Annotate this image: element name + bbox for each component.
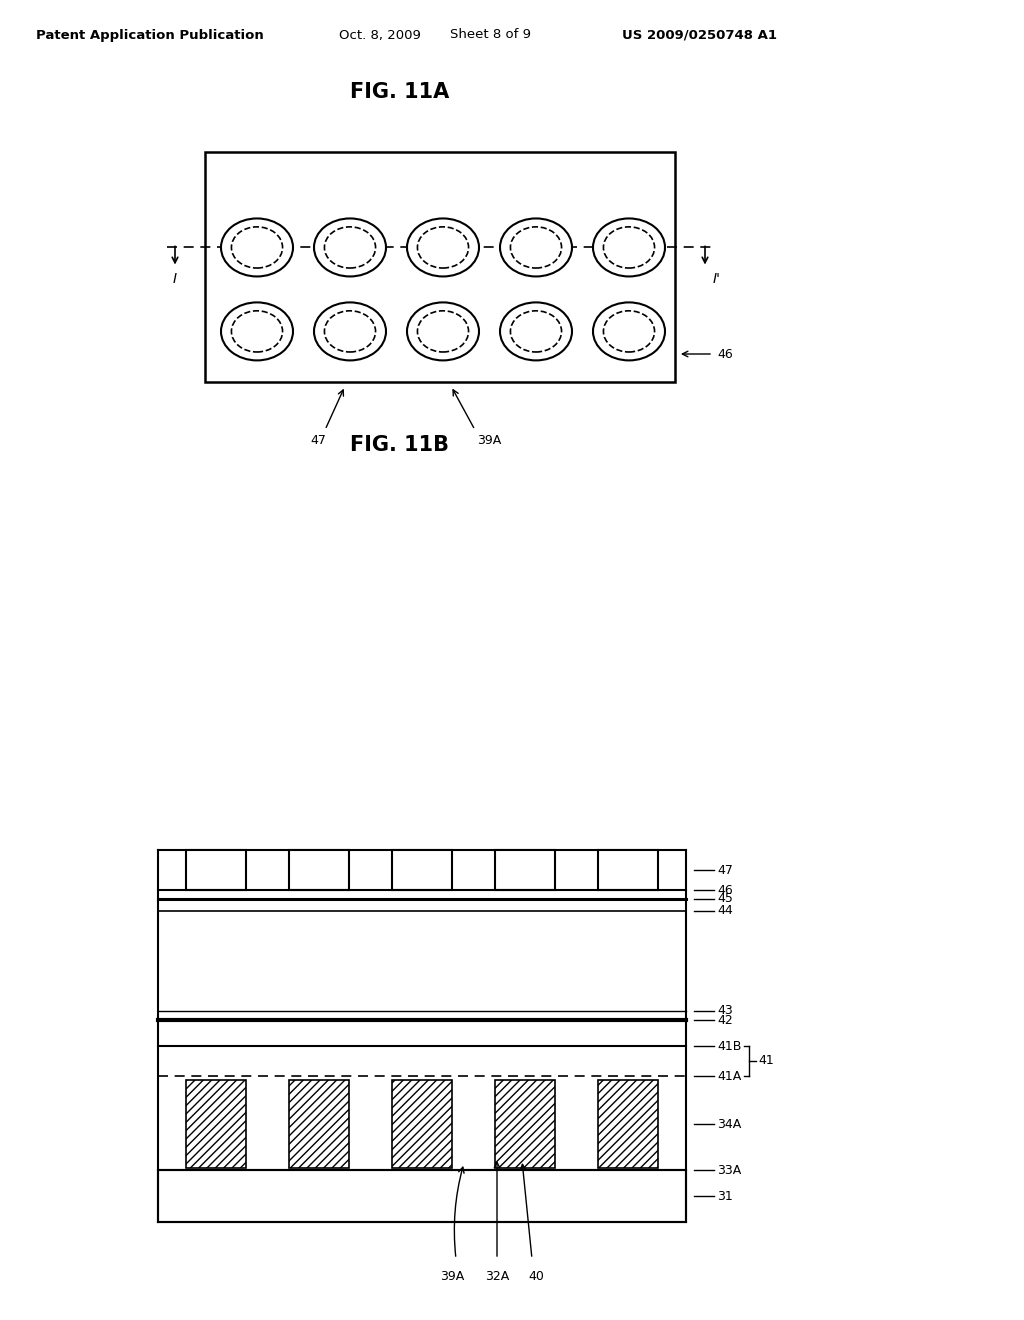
Text: 39A: 39A [477,433,501,446]
Text: 46: 46 [717,883,733,896]
Ellipse shape [603,227,654,268]
Text: 43: 43 [717,1005,733,1018]
Ellipse shape [314,218,386,276]
Text: Patent Application Publication: Patent Application Publication [36,29,264,41]
Bar [158,1170,686,1222]
Text: FIG. 11A: FIG. 11A [350,82,450,102]
Text: 41A: 41A [717,1069,741,1082]
Text: Sheet 8 of 9: Sheet 8 of 9 [450,29,530,41]
Bar [289,850,349,890]
Ellipse shape [325,227,376,268]
Text: 47: 47 [310,433,326,446]
Ellipse shape [593,218,665,276]
Text: US 2009/0250748 A1: US 2009/0250748 A1 [623,29,777,41]
Ellipse shape [500,218,572,276]
Bar [392,1080,452,1168]
Ellipse shape [407,218,479,276]
Bar [205,152,675,381]
Ellipse shape [510,310,561,352]
Text: 45: 45 [717,892,733,906]
Bar [495,1080,555,1168]
Text: 34A: 34A [717,1118,741,1130]
Text: 33A: 33A [717,1163,741,1176]
Text: 41B: 41B [717,1040,741,1052]
Text: 39A: 39A [440,1270,464,1283]
Text: 42: 42 [717,1014,733,1027]
Ellipse shape [593,302,665,360]
Text: 47: 47 [717,863,733,876]
Text: 41: 41 [758,1055,774,1068]
Ellipse shape [231,227,283,268]
Text: I': I' [713,272,721,286]
Text: 31: 31 [717,1189,733,1203]
Text: 32A: 32A [485,1270,509,1283]
Ellipse shape [231,310,283,352]
Ellipse shape [325,310,376,352]
Bar [186,1080,246,1168]
Bar [186,850,246,890]
Text: 46: 46 [717,347,733,360]
Ellipse shape [603,310,654,352]
Text: Oct. 8, 2009: Oct. 8, 2009 [339,29,421,41]
Ellipse shape [500,302,572,360]
Ellipse shape [407,302,479,360]
Ellipse shape [221,218,293,276]
Text: 40: 40 [528,1270,544,1283]
Ellipse shape [510,227,561,268]
Ellipse shape [418,310,469,352]
Bar [495,850,555,890]
Bar [598,850,658,890]
Bar [392,850,452,890]
Text: I: I [173,272,177,286]
Text: 44: 44 [717,904,733,917]
Ellipse shape [221,302,293,360]
Ellipse shape [314,302,386,360]
Text: FIG. 11B: FIG. 11B [350,436,450,455]
Bar [289,1080,349,1168]
Ellipse shape [418,227,469,268]
Bar [598,1080,658,1168]
